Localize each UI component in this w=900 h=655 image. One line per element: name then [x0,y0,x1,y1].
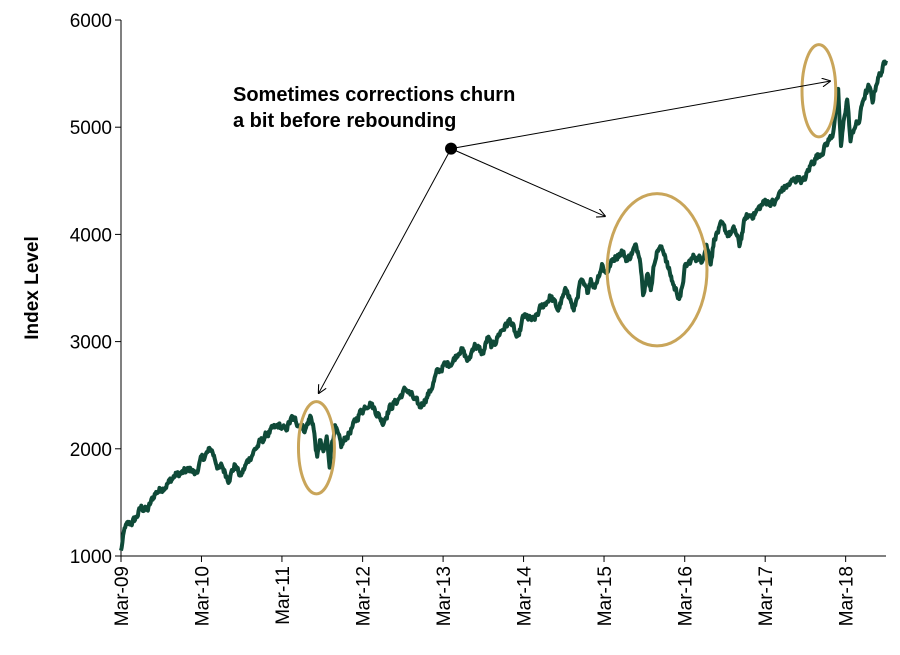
x-tick-label: Mar-17 [756,566,777,626]
y-tick-label: 3000 [70,333,112,354]
x-tick-label: Mar-16 [676,566,697,626]
x-tick-label: Mar-12 [354,566,375,626]
highlight-layer [296,43,838,496]
x-tick-label: Mar-10 [192,566,213,626]
annotation-text-line: a bit before rebounding [233,110,456,132]
x-tick-label: Mar-09 [112,566,133,626]
index-level-line [119,59,888,552]
correction-highlight-ellipse [296,400,336,496]
series-layer [119,59,888,552]
x-tick-label: Mar-11 [273,566,294,625]
annotation-arrow [450,148,605,217]
y-tick-label: 2000 [70,440,112,461]
annotation-arrow [450,81,830,150]
annotation-text-line: Sometimes corrections churn [233,84,515,106]
x-tick-label: Mar-13 [434,566,455,626]
x-tick-label: Mar-15 [595,566,616,626]
annotation-layer: Sometimes corrections churn a bit before … [233,81,830,393]
y-axis-title: Index Level [22,236,43,340]
x-tick-label: Mar-18 [837,566,858,626]
x-tick-label: Mar-14 [515,566,536,627]
y-tick-label: 4000 [70,225,112,246]
correction-highlight-ellipse [800,43,838,139]
annotation-origin-dot [445,142,458,155]
y-tick-label: 1000 [70,547,112,568]
annotation-arrow [319,148,452,393]
y-tick-label: 6000 [70,11,112,32]
axes: 1000 2000 3000 4000 5000 6000 Mar-09 Mar-10 Mar-… [70,11,886,626]
correction-highlight-ellipse [605,192,709,348]
y-tick-label: 5000 [70,118,112,139]
